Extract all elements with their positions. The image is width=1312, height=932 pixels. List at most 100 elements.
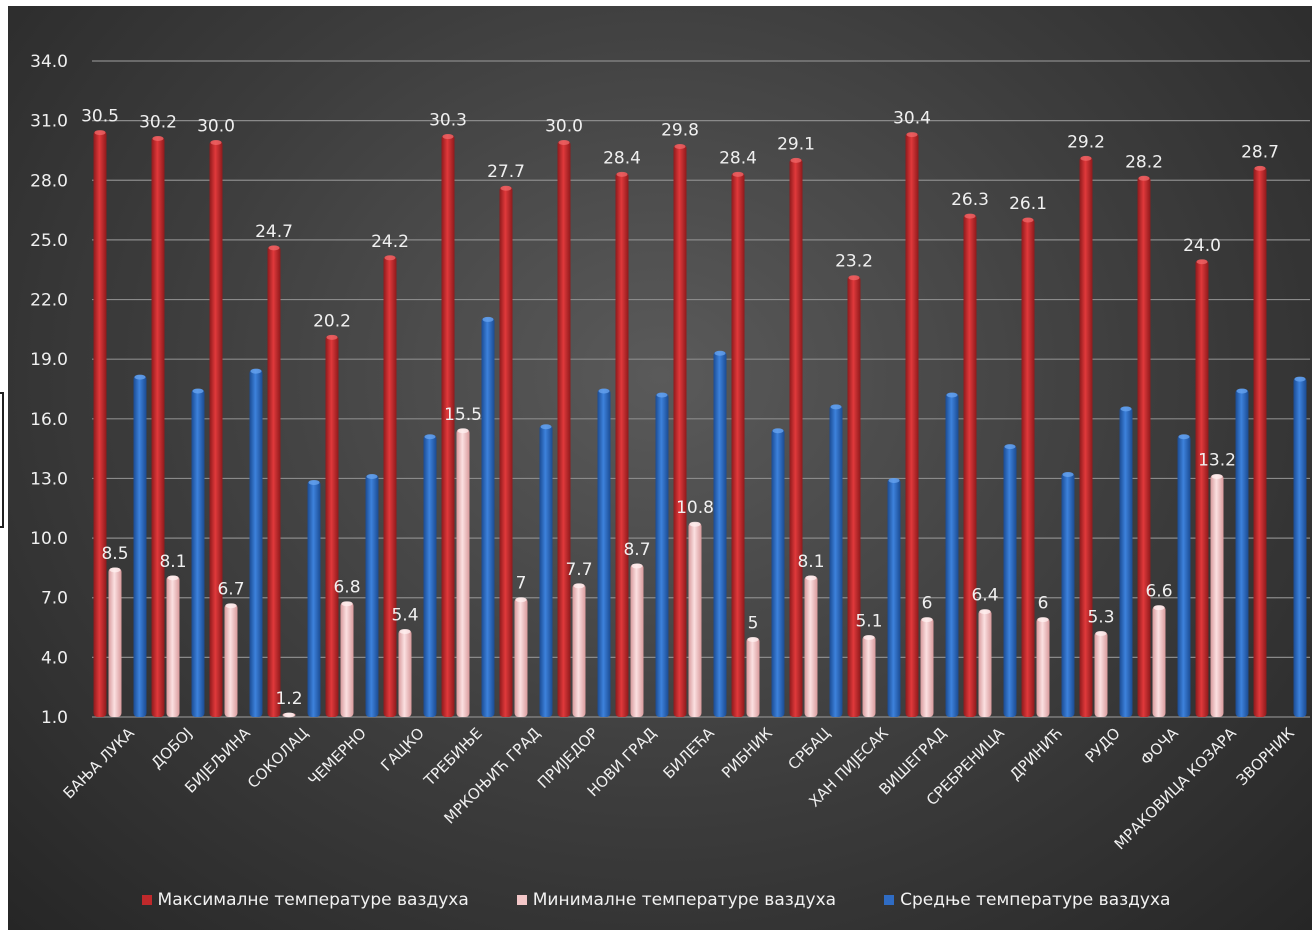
data-label-max: 27.7 <box>487 162 525 182</box>
bar-avg <box>655 392 669 717</box>
bar-avg <box>1177 434 1191 717</box>
bar-cap-avg <box>888 477 900 483</box>
x-category-label: ФОЧА <box>1137 724 1182 769</box>
bar-min <box>862 635 876 717</box>
bar-max <box>673 144 687 717</box>
x-category-label: БИЛЕЋА <box>660 724 719 783</box>
x-category-label: ГАЦКО <box>377 724 428 775</box>
data-label-min: 15.5 <box>444 405 482 425</box>
bar-min <box>340 601 354 717</box>
y-tick-label: 16.0 <box>30 410 68 430</box>
bar-max <box>963 214 977 718</box>
bar-cap-min <box>631 563 643 569</box>
x-category-label: РИБНИК <box>718 724 776 782</box>
bar-avg <box>1293 377 1307 717</box>
bar-cap-max <box>500 185 512 191</box>
bar-max <box>1137 176 1151 717</box>
bar-max <box>1021 218 1035 717</box>
data-label-max: 29.1 <box>777 134 815 154</box>
bar-cap-min <box>399 629 411 635</box>
bar-avg <box>1061 472 1075 717</box>
data-label-min: 8.7 <box>623 540 650 560</box>
bar-cap-avg <box>946 392 958 398</box>
bar-cap-max <box>616 171 628 177</box>
bar-cap-min <box>457 428 469 434</box>
data-label-max: 26.3 <box>951 190 989 210</box>
data-label-min: 7.7 <box>565 560 592 580</box>
y-tick-label: 1.0 <box>41 708 68 728</box>
data-label-min: 6.4 <box>971 586 998 606</box>
data-label-max: 23.2 <box>835 252 873 272</box>
bar-cap-avg <box>1062 471 1074 477</box>
data-label-max: 28.4 <box>719 148 757 168</box>
x-category-label: ЧЕМЕРНО <box>305 724 370 789</box>
bar-min <box>746 637 760 717</box>
data-label-min: 8.1 <box>159 552 186 572</box>
bar-avg <box>945 392 959 717</box>
bar-max <box>499 186 513 718</box>
bar-cap-avg <box>482 316 494 322</box>
bar-avg <box>1119 406 1133 717</box>
bar-cap-min <box>747 636 759 642</box>
bar-cap-max <box>210 140 222 146</box>
legend-swatch-avg <box>884 895 895 905</box>
bar-max <box>441 134 455 717</box>
data-label-max: 29.2 <box>1067 132 1105 152</box>
bar-avg <box>133 375 147 717</box>
legend-swatch-min <box>516 895 527 905</box>
bar-min <box>456 428 470 717</box>
bar-cap-min <box>1095 631 1107 637</box>
bar-min <box>398 629 412 717</box>
data-label-max: 28.2 <box>1125 152 1163 172</box>
bar-max <box>731 172 745 717</box>
legend-label-avg: Средње температуре ваздуха <box>900 890 1171 910</box>
bar-max <box>557 140 571 718</box>
bar-min <box>804 575 818 717</box>
bar-cap-avg <box>424 434 436 440</box>
x-category-label: ЗВОРНИК <box>1233 724 1298 789</box>
bar-max <box>615 172 629 717</box>
bar-min <box>1210 474 1224 717</box>
left-bracket-decoration <box>0 392 4 528</box>
data-label-max: 24.7 <box>255 222 293 242</box>
data-label-min: 5 <box>748 613 759 633</box>
bar-min <box>572 583 586 717</box>
bar-cap-min <box>979 609 991 615</box>
data-label-min: 6 <box>1038 594 1049 614</box>
y-tick-label: 22.0 <box>30 291 68 311</box>
data-label-min: 6.6 <box>1145 582 1172 602</box>
bar-max <box>1253 166 1267 718</box>
data-label-min: 5.1 <box>855 611 882 631</box>
y-tick-label: 10.0 <box>30 529 68 549</box>
data-label-min: 8.5 <box>101 544 128 564</box>
bar-min <box>688 522 702 717</box>
data-label-min: 6 <box>922 594 933 614</box>
data-label-min: 7 <box>516 574 527 594</box>
bar-max <box>151 136 165 717</box>
data-label-min: 6.8 <box>333 578 360 598</box>
data-label-max: 28.4 <box>603 148 641 168</box>
bar-avg <box>191 389 205 717</box>
legend-item-avg: Средње температуре ваздуха <box>884 890 1170 910</box>
bar-min <box>224 603 238 717</box>
bar-cap-max <box>442 134 454 140</box>
chart-legend: Максималне температуре ваздуха Минималне… <box>0 886 1312 914</box>
bar-min <box>108 567 122 717</box>
bar-avg <box>365 474 379 717</box>
bar-cap-max <box>268 245 280 251</box>
bar-min <box>630 563 644 717</box>
bar-cap-max <box>384 255 396 261</box>
bar-avg <box>1235 389 1249 717</box>
bar-avg <box>829 404 843 717</box>
data-label-min: 6.7 <box>217 580 244 600</box>
bar-min <box>1152 605 1166 717</box>
bar-avg <box>597 389 611 717</box>
bar-cap-min <box>573 583 585 589</box>
bar-max <box>789 158 803 717</box>
data-label-max: 30.3 <box>429 111 467 131</box>
bar-cap-avg <box>134 374 146 380</box>
bar-cap-min <box>167 575 179 581</box>
bar-avg <box>771 428 785 717</box>
bar-cap-min <box>689 521 701 527</box>
